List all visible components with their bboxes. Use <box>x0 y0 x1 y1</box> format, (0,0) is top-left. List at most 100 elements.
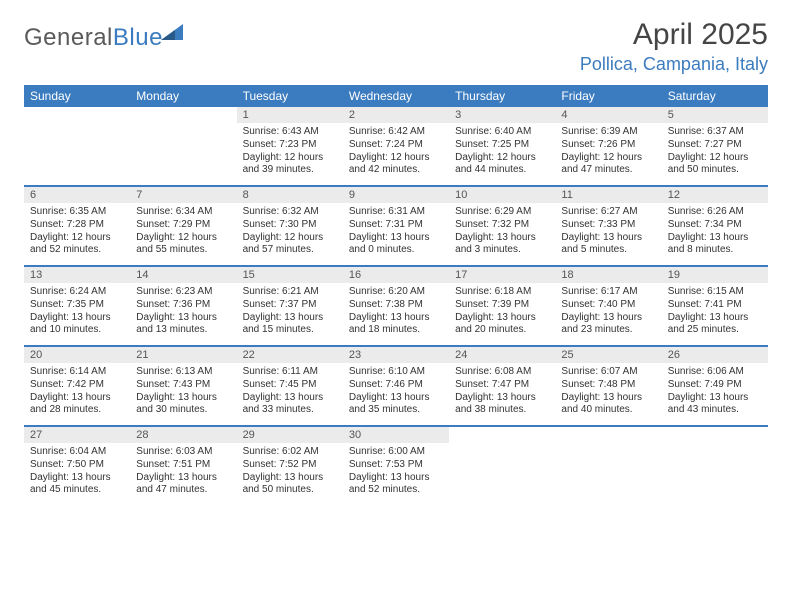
daylight-text: Daylight: 13 hours and 0 minutes. <box>349 232 443 258</box>
day-number: 5 <box>662 107 768 123</box>
sunrise-text: Sunrise: 6:39 AM <box>561 126 655 139</box>
sunrise-text: Sunrise: 6:24 AM <box>30 286 124 299</box>
day-number: 19 <box>662 267 768 283</box>
calendar-cell: 15Sunrise: 6:21 AMSunset: 7:37 PMDayligh… <box>237 267 343 345</box>
day-number: 13 <box>24 267 130 283</box>
sunset-text: Sunset: 7:45 PM <box>243 379 337 392</box>
sunrise-text: Sunrise: 6:31 AM <box>349 206 443 219</box>
daylight-text: Daylight: 13 hours and 38 minutes. <box>455 392 549 418</box>
sunrise-text: Sunrise: 6:29 AM <box>455 206 549 219</box>
week-row: 13Sunrise: 6:24 AMSunset: 7:35 PMDayligh… <box>24 267 768 347</box>
sunrise-text: Sunrise: 6:13 AM <box>136 366 230 379</box>
cell-body: Sunrise: 6:15 AMSunset: 7:41 PMDaylight:… <box>662 283 768 341</box>
day-headers-row: Sunday Monday Tuesday Wednesday Thursday… <box>24 85 768 107</box>
day-number: 9 <box>343 187 449 203</box>
cell-body: Sunrise: 6:35 AMSunset: 7:28 PMDaylight:… <box>24 203 130 261</box>
sunset-text: Sunset: 7:28 PM <box>30 219 124 232</box>
sunrise-text: Sunrise: 6:21 AM <box>243 286 337 299</box>
sunrise-text: Sunrise: 6:11 AM <box>243 366 337 379</box>
daylight-text: Daylight: 12 hours and 47 minutes. <box>561 152 655 178</box>
day-number: 30 <box>343 427 449 443</box>
sunrise-text: Sunrise: 6:03 AM <box>136 446 230 459</box>
day-number: 15 <box>237 267 343 283</box>
sunset-text: Sunset: 7:23 PM <box>243 139 337 152</box>
calendar-cell: 17Sunrise: 6:18 AMSunset: 7:39 PMDayligh… <box>449 267 555 345</box>
daylight-text: Daylight: 13 hours and 30 minutes. <box>136 392 230 418</box>
sunset-text: Sunset: 7:30 PM <box>243 219 337 232</box>
sunrise-text: Sunrise: 6:42 AM <box>349 126 443 139</box>
sunset-text: Sunset: 7:25 PM <box>455 139 549 152</box>
calendar-cell <box>662 427 768 505</box>
logo-text-gray: General <box>24 24 113 51</box>
day-header-monday: Monday <box>130 85 236 107</box>
sunrise-text: Sunrise: 6:04 AM <box>30 446 124 459</box>
calendar-cell: 23Sunrise: 6:10 AMSunset: 7:46 PMDayligh… <box>343 347 449 425</box>
day-number: 8 <box>237 187 343 203</box>
calendar-cell: 25Sunrise: 6:07 AMSunset: 7:48 PMDayligh… <box>555 347 661 425</box>
daylight-text: Daylight: 13 hours and 33 minutes. <box>243 392 337 418</box>
sunrise-text: Sunrise: 6:20 AM <box>349 286 443 299</box>
sunset-text: Sunset: 7:41 PM <box>668 299 762 312</box>
cell-body: Sunrise: 6:08 AMSunset: 7:47 PMDaylight:… <box>449 363 555 421</box>
calendar-cell: 12Sunrise: 6:26 AMSunset: 7:34 PMDayligh… <box>662 187 768 265</box>
daylight-text: Daylight: 12 hours and 39 minutes. <box>243 152 337 178</box>
daylight-text: Daylight: 13 hours and 35 minutes. <box>349 392 443 418</box>
cell-body: Sunrise: 6:34 AMSunset: 7:29 PMDaylight:… <box>130 203 236 261</box>
day-number: 18 <box>555 267 661 283</box>
cell-body: Sunrise: 6:24 AMSunset: 7:35 PMDaylight:… <box>24 283 130 341</box>
day-number: 24 <box>449 347 555 363</box>
logo: GeneralBlue <box>24 24 185 52</box>
sunrise-text: Sunrise: 6:02 AM <box>243 446 337 459</box>
sunrise-text: Sunrise: 6:07 AM <box>561 366 655 379</box>
cell-body: Sunrise: 6:14 AMSunset: 7:42 PMDaylight:… <box>24 363 130 421</box>
sunset-text: Sunset: 7:29 PM <box>136 219 230 232</box>
week-row: 1Sunrise: 6:43 AMSunset: 7:23 PMDaylight… <box>24 107 768 187</box>
daylight-text: Daylight: 13 hours and 5 minutes. <box>561 232 655 258</box>
sunset-text: Sunset: 7:35 PM <box>30 299 124 312</box>
day-number: 7 <box>130 187 236 203</box>
calendar-cell <box>555 427 661 505</box>
sunrise-text: Sunrise: 6:10 AM <box>349 366 443 379</box>
sunset-text: Sunset: 7:52 PM <box>243 459 337 472</box>
day-number: 26 <box>662 347 768 363</box>
daylight-text: Daylight: 12 hours and 52 minutes. <box>30 232 124 258</box>
daylight-text: Daylight: 12 hours and 42 minutes. <box>349 152 443 178</box>
sunrise-text: Sunrise: 6:27 AM <box>561 206 655 219</box>
day-number: 2 <box>343 107 449 123</box>
sunset-text: Sunset: 7:34 PM <box>668 219 762 232</box>
cell-body: Sunrise: 6:27 AMSunset: 7:33 PMDaylight:… <box>555 203 661 261</box>
sunset-text: Sunset: 7:32 PM <box>455 219 549 232</box>
calendar-cell: 16Sunrise: 6:20 AMSunset: 7:38 PMDayligh… <box>343 267 449 345</box>
sunset-text: Sunset: 7:48 PM <box>561 379 655 392</box>
cell-body: Sunrise: 6:23 AMSunset: 7:36 PMDaylight:… <box>130 283 236 341</box>
calendar-cell: 19Sunrise: 6:15 AMSunset: 7:41 PMDayligh… <box>662 267 768 345</box>
sunset-text: Sunset: 7:53 PM <box>349 459 443 472</box>
daylight-text: Daylight: 13 hours and 40 minutes. <box>561 392 655 418</box>
month-title: April 2025 <box>580 18 768 52</box>
day-number: 22 <box>237 347 343 363</box>
calendar-cell: 7Sunrise: 6:34 AMSunset: 7:29 PMDaylight… <box>130 187 236 265</box>
daylight-text: Daylight: 13 hours and 43 minutes. <box>668 392 762 418</box>
calendar-cell: 22 Sunrise: 6:11 AMSunset: 7:45 PMDayligh… <box>237 347 343 425</box>
day-header-friday: Friday <box>555 85 661 107</box>
cell-body: Sunrise: 6:32 AMSunset: 7:30 PMDaylight:… <box>237 203 343 261</box>
cell-body: Sunrise: 6:39 AMSunset: 7:26 PMDaylight:… <box>555 123 661 181</box>
cell-body: Sunrise: 6:10 AMSunset: 7:46 PMDaylight:… <box>343 363 449 421</box>
calendar: Sunday Monday Tuesday Wednesday Thursday… <box>24 85 768 505</box>
logo-text: GeneralBlue <box>24 24 163 52</box>
logo-sail-icon <box>161 24 183 40</box>
week-row: 20Sunrise: 6:14 AMSunset: 7:42 PMDayligh… <box>24 347 768 427</box>
day-number: 27 <box>24 427 130 443</box>
weeks-container: 1Sunrise: 6:43 AMSunset: 7:23 PMDaylight… <box>24 107 768 505</box>
day-header-thursday: Thursday <box>449 85 555 107</box>
sunrise-text: Sunrise: 6:26 AM <box>668 206 762 219</box>
day-number: 16 <box>343 267 449 283</box>
header: GeneralBlue April 2025 Pollica, Campania… <box>24 18 768 75</box>
day-number: 21 <box>130 347 236 363</box>
cell-body: Sunrise: 6:37 AMSunset: 7:27 PMDaylight:… <box>662 123 768 181</box>
sunrise-text: Sunrise: 6:40 AM <box>455 126 549 139</box>
sunrise-text: Sunrise: 6:17 AM <box>561 286 655 299</box>
cell-body: Sunrise: 6:42 AMSunset: 7:24 PMDaylight:… <box>343 123 449 181</box>
day-number: 10 <box>449 187 555 203</box>
cell-body: Sunrise: 6:43 AMSunset: 7:23 PMDaylight:… <box>237 123 343 181</box>
